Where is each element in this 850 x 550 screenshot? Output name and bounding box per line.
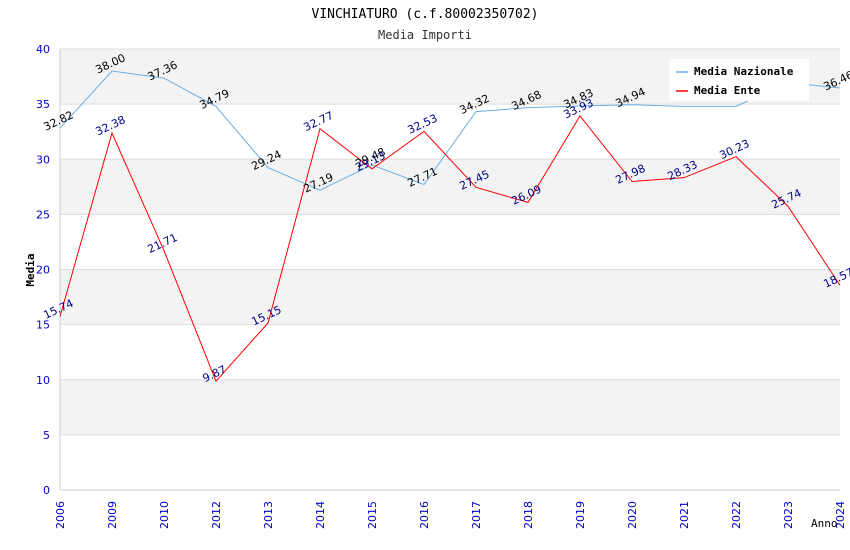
x-axis-ticks: 2006 2009 2010 2012 2013 2014 2015 2016 2017 2018… (54, 501, 847, 529)
series-lines (59, 70, 841, 383)
series-line-media-nazionale (59, 70, 841, 191)
grid-band (60, 379, 840, 435)
legend-box (669, 59, 809, 101)
grid-band (60, 434, 840, 490)
y-axis-label: Media (24, 253, 37, 286)
x-tick-label: 2016 (418, 501, 431, 529)
x-tick-label: 2019 (574, 501, 587, 529)
x-tick-label: 2020 (626, 501, 639, 529)
y-tick-label: 35 (36, 98, 50, 111)
chart-subtitle: Media Importi (378, 28, 472, 42)
x-tick-label: 2006 (54, 501, 67, 529)
y-tick-label: 30 (36, 153, 50, 166)
x-tick-label: 2022 (730, 501, 743, 529)
x-tick-label: 2021 (678, 501, 691, 529)
grid-band (60, 214, 840, 270)
x-tick-label: 2017 (470, 501, 483, 529)
x-tick-label: 2009 (106, 501, 119, 529)
x-tick-label: 2024 (834, 501, 847, 529)
series-line-media-ente (59, 115, 841, 383)
x-tick-label: 2013 (262, 501, 275, 529)
y-axis-ticks: 0 5 10 15 20 25 30 35 40 (36, 43, 50, 497)
legend-label-media-nazionale: Media Nazionale (694, 65, 794, 78)
y-tick-label: 25 (36, 208, 50, 221)
grid-band (60, 269, 840, 325)
y-tick-label: 40 (36, 43, 50, 56)
x-tick-label: 2010 (158, 501, 171, 529)
y-tick-label: 20 (36, 264, 50, 277)
x-tick-label: 2018 (522, 501, 535, 529)
grid-band (60, 104, 840, 160)
y-tick-label: 0 (43, 484, 50, 497)
x-tick-label: 2023 (782, 501, 795, 529)
y-tick-label: 15 (36, 319, 50, 332)
x-tick-label: 2012 (210, 501, 223, 529)
grid-band (60, 324, 840, 380)
y-tick-label: 5 (43, 429, 50, 442)
grid-band (60, 159, 840, 215)
legend-label-media-ente: Media Ente (694, 84, 761, 97)
x-tick-label: 2014 (314, 501, 327, 529)
x-tick-label: 2015 (366, 501, 379, 529)
grid-bands (60, 49, 840, 490)
chart-title: VINCHIATURO (c.f.80002350702) (312, 7, 539, 22)
x-axis-label: Anno (811, 517, 838, 530)
legend: Media Nazionale Media Ente (669, 59, 809, 101)
y-tick-label: 10 (36, 374, 50, 387)
